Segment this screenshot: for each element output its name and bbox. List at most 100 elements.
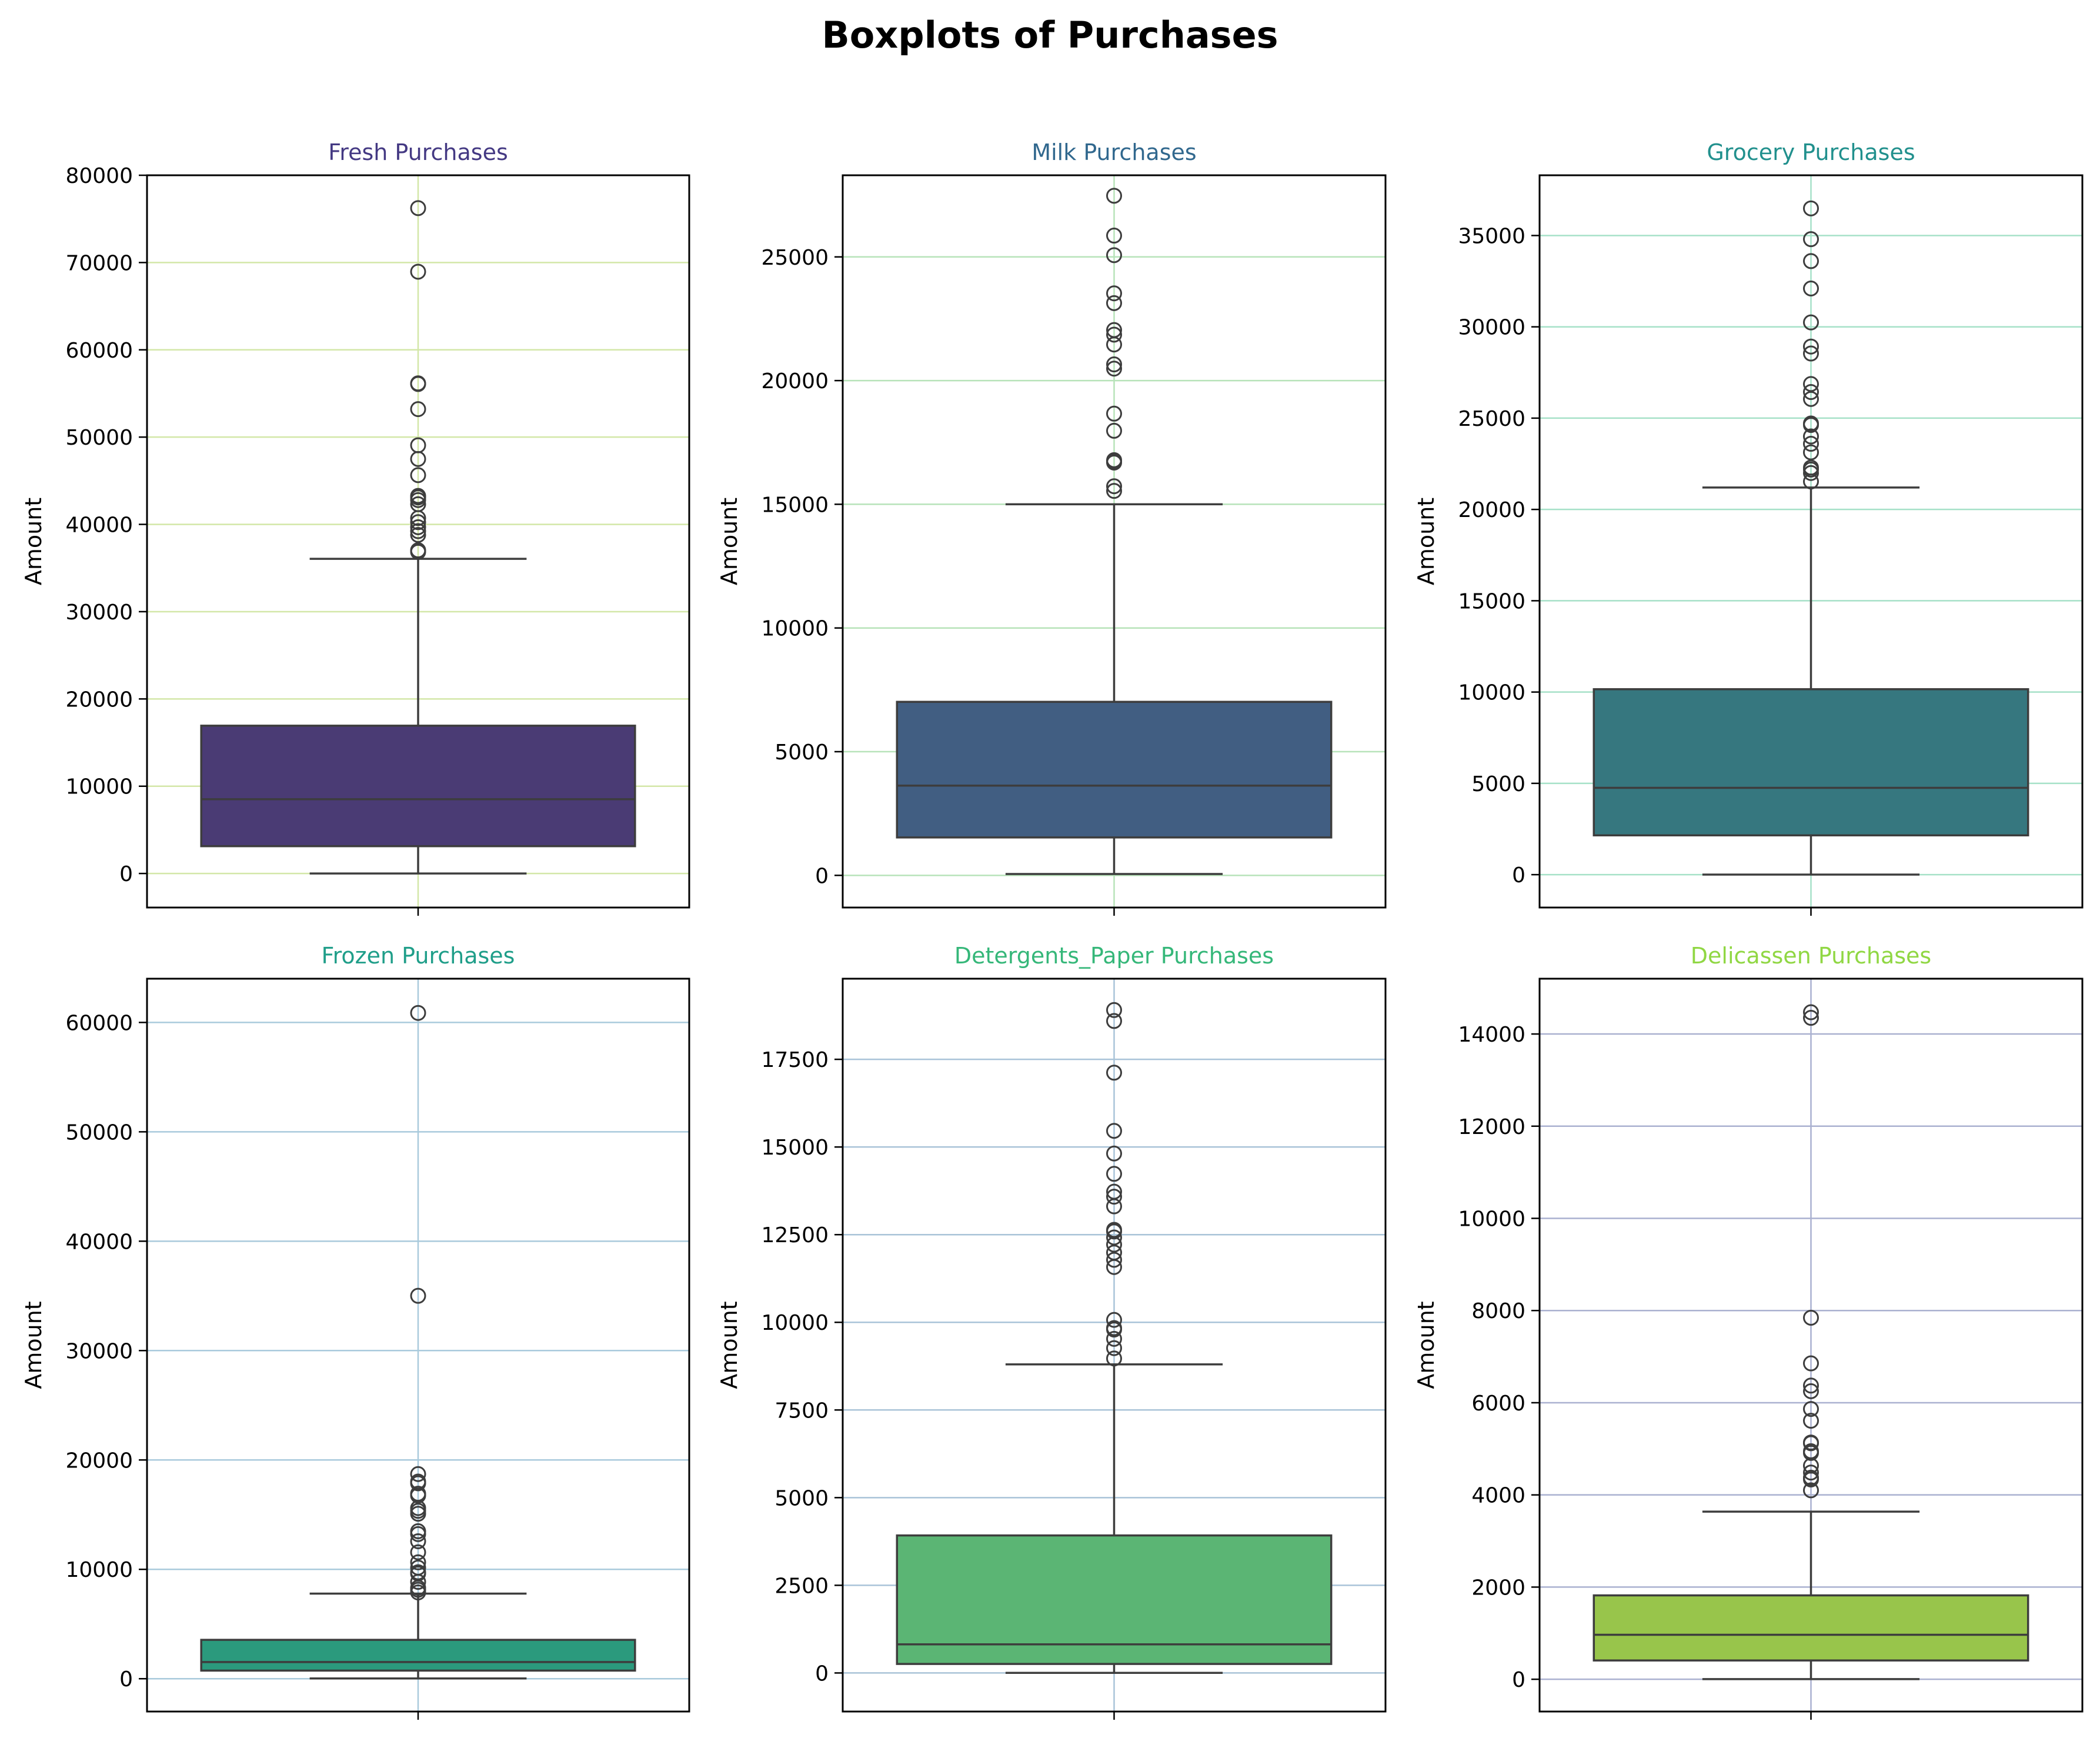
y-tick-label: 2000 [1471, 1576, 1525, 1600]
subplot-title: Delicassen Purchases [1691, 943, 1931, 969]
box-iqr [1592, 688, 2029, 837]
y-tick-label: 20000 [65, 688, 133, 712]
outlier-point [410, 1574, 426, 1590]
y-tick-label: 2500 [774, 1574, 829, 1598]
outlier-point [1803, 338, 1819, 355]
figure-title: Boxplots of Purchases [822, 14, 1278, 56]
outlier-point [1106, 1322, 1122, 1338]
box-iqr [896, 1534, 1333, 1665]
outlier-point [1106, 422, 1122, 439]
outlier-point [410, 523, 426, 539]
outlier-point [410, 1506, 426, 1522]
outlier-point [1803, 200, 1819, 216]
y-tick-label: 0 [815, 864, 829, 888]
y-tick-label: 0 [1512, 1668, 1525, 1692]
y-tick-label: 6000 [1471, 1392, 1525, 1416]
outlier-point [1803, 465, 1819, 481]
outlier-point [1106, 1145, 1122, 1162]
subplot-3: 0 5000 10000 15000 20000 25000 30000 35000 Amoun… [1413, 139, 2084, 916]
outlier-point [410, 1287, 426, 1304]
outlier-point [1803, 417, 1819, 433]
outlier-point [1106, 1013, 1122, 1029]
outlier-point [1803, 253, 1819, 269]
y-axis-label: Amount [716, 498, 742, 585]
outlier-point [410, 1544, 426, 1560]
box-iqr [200, 1639, 636, 1672]
outlier-point [1106, 1229, 1122, 1246]
outlier-point [410, 492, 426, 508]
outlier-point [1106, 1002, 1122, 1018]
y-axis-label: Amount [1413, 1301, 1439, 1389]
y-tick-label: 0 [1512, 863, 1525, 888]
y-tick-label: 60000 [65, 1011, 133, 1035]
y-tick-label: 8000 [1471, 1299, 1525, 1323]
y-tick-label: 10000 [65, 775, 133, 799]
outlier-point [410, 401, 426, 418]
outlier-point [1803, 1472, 1819, 1488]
outlier-point [410, 510, 426, 526]
outlier-point [1803, 280, 1819, 296]
y-tick-label: 5000 [1471, 772, 1525, 796]
outlier-point [1803, 1413, 1819, 1429]
outlier-point [1106, 361, 1122, 377]
y-tick-label: 25000 [761, 246, 829, 270]
y-tick-label: 40000 [65, 1230, 133, 1254]
outlier-point [1106, 228, 1122, 244]
y-tick-label: 12500 [761, 1223, 829, 1247]
box-iqr [896, 700, 1333, 839]
outlier-point [410, 519, 426, 535]
y-tick-label: 12000 [1458, 1115, 1525, 1139]
y-tick-label: 50000 [65, 426, 133, 450]
y-axis-label: Amount [21, 498, 46, 585]
subplot-title: Frozen Purchases [322, 943, 515, 969]
outlier-point [1803, 436, 1819, 452]
y-axis-label: Amount [21, 1301, 46, 1389]
outlier-point [1803, 1445, 1819, 1461]
outlier-point [1106, 188, 1122, 204]
outlier-point [410, 526, 426, 543]
y-tick-label: 5000 [774, 740, 829, 765]
subplot-2: 0 5000 10000 15000 20000 25000 Amount Milk Purc… [716, 139, 1387, 916]
outlier-point [1106, 1252, 1122, 1268]
outlier-point [410, 543, 426, 560]
y-tick-label: 80000 [65, 164, 133, 188]
y-tick-label: 0 [815, 1662, 829, 1686]
y-tick-label: 0 [119, 862, 133, 886]
outlier-point [1803, 1401, 1819, 1417]
y-tick-label: 10000 [761, 1311, 829, 1335]
outlier-point [1803, 1383, 1819, 1399]
y-tick-label: 7500 [774, 1399, 829, 1423]
subplot-1: 0 10000 20000 30000 40000 50000 60000 70000 8000… [21, 139, 690, 916]
y-tick-label: 25000 [1458, 407, 1525, 431]
outlier-point [1106, 1312, 1122, 1328]
y-tick-label: 30000 [65, 601, 133, 625]
outlier-point [1106, 1189, 1122, 1205]
outlier-point [410, 200, 426, 216]
y-tick-label: 30000 [65, 1339, 133, 1363]
outlier-point [410, 1533, 426, 1549]
y-axis-label: Amount [716, 1301, 742, 1389]
outlier-point [410, 1526, 426, 1542]
y-tick-label: 17500 [761, 1048, 829, 1072]
outlier-point [1106, 1198, 1122, 1215]
outlier-point [1106, 1065, 1122, 1081]
outlier-point [1106, 356, 1122, 373]
outlier-point [410, 1466, 426, 1482]
y-tick-label: 15000 [761, 493, 829, 517]
outlier-point [1106, 1123, 1122, 1139]
y-tick-label: 0 [119, 1667, 133, 1692]
outlier-point [1803, 428, 1819, 445]
outlier-point [1803, 1482, 1819, 1499]
outlier-point [410, 376, 426, 392]
y-tick-label: 20000 [1458, 498, 1525, 522]
subplot-title: Milk Purchases [1031, 139, 1196, 165]
outlier-point [410, 1005, 426, 1021]
outlier-point [1106, 405, 1122, 422]
y-tick-label: 40000 [65, 513, 133, 538]
outlier-point [1803, 1377, 1819, 1394]
outlier-point [1106, 1259, 1122, 1275]
y-tick-label: 20000 [761, 369, 829, 393]
outlier-point [1106, 1330, 1122, 1347]
outlier-point [1803, 345, 1819, 362]
